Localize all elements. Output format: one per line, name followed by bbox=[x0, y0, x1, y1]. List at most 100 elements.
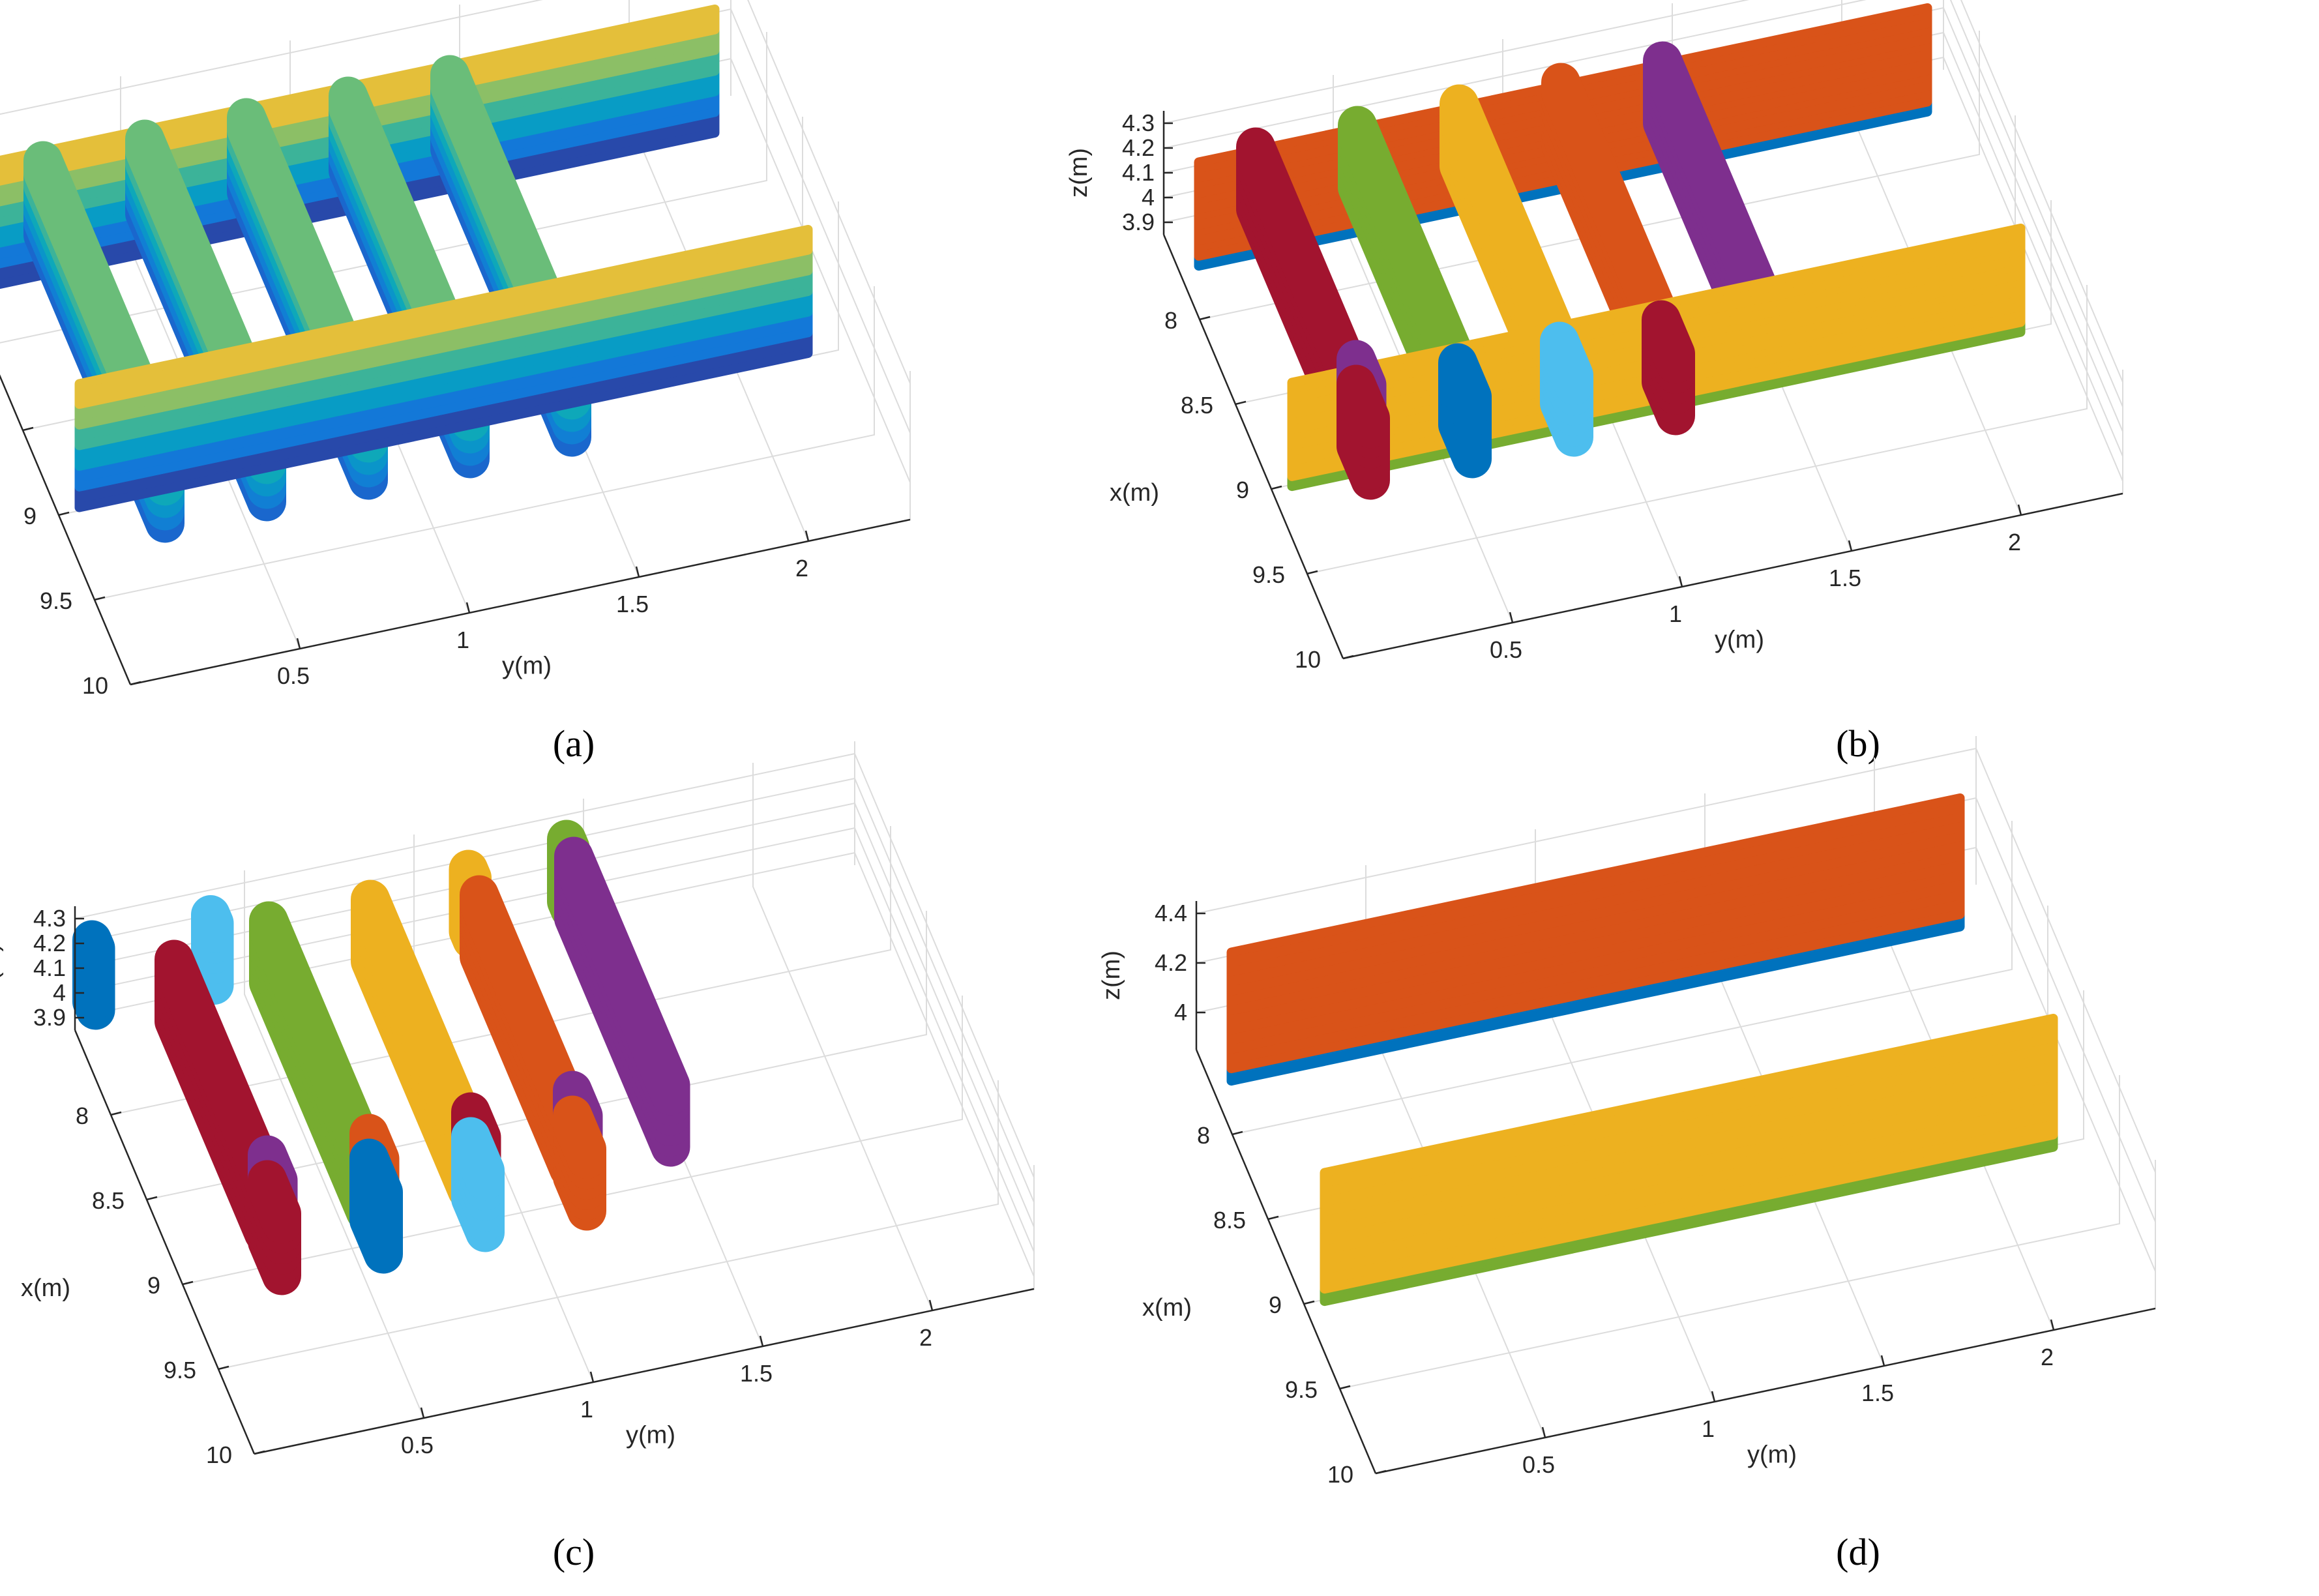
panel-caption: (d) bbox=[1836, 1531, 1880, 1573]
point-cloud-front-wall bbox=[1226, 793, 1965, 1074]
y-tick-label: 1 bbox=[456, 627, 469, 653]
x-tick bbox=[218, 1365, 229, 1370]
point-cloud-band bbox=[554, 836, 690, 1116]
x-axis-label: x(m) bbox=[1142, 1294, 1192, 1322]
grid-line bbox=[146, 911, 927, 1200]
y-tick bbox=[759, 1335, 764, 1347]
x-tick bbox=[1339, 1385, 1351, 1390]
x-tick bbox=[1235, 400, 1247, 406]
x-axis-line bbox=[1162, 234, 1344, 659]
point-cloud-band bbox=[1438, 343, 1492, 427]
y-axis-label: y(m) bbox=[502, 653, 552, 680]
y-tick-label: 1 bbox=[1702, 1415, 1715, 1442]
y-tick-label: 0.5 bbox=[401, 1432, 434, 1458]
point-cloud-beam-2 bbox=[1338, 106, 1474, 436]
y-tick bbox=[1509, 612, 1514, 623]
x-tick-label: 9.5 bbox=[40, 587, 72, 614]
x-tick-label: 10 bbox=[82, 672, 108, 699]
x-axis-label: x(m) bbox=[21, 1275, 70, 1302]
point-cloud-band bbox=[553, 1095, 606, 1179]
x-axis-line bbox=[1195, 1049, 1377, 1474]
x-tick-label: 9 bbox=[147, 1272, 160, 1299]
x-axis-label: x(m) bbox=[1110, 479, 1159, 507]
z-axis-label: z(m) bbox=[0, 943, 4, 993]
x-tick bbox=[182, 1280, 194, 1286]
point-cloud-stub-2 bbox=[1438, 343, 1492, 479]
x-tick bbox=[1342, 655, 1354, 660]
x-tick-label: 10 bbox=[206, 1441, 232, 1468]
point-cloud-stub-1a bbox=[248, 1160, 301, 1295]
point-cloud-stub-3 bbox=[1540, 321, 1593, 457]
z-tick-label: 4.1 bbox=[1122, 159, 1155, 186]
y-tick bbox=[1848, 540, 1853, 552]
point-cloud-beam-5 bbox=[554, 836, 690, 1167]
y-tick bbox=[635, 566, 640, 578]
grid-line bbox=[182, 996, 963, 1285]
grid-line bbox=[0, 32, 767, 344]
x-axis-line bbox=[74, 1029, 256, 1455]
point-cloud-back-wall bbox=[74, 225, 813, 512]
z-axis-label: z(m) bbox=[1065, 148, 1093, 198]
x-tick bbox=[58, 511, 70, 516]
y-tick bbox=[1711, 1391, 1716, 1402]
y-axis-line bbox=[130, 518, 911, 686]
panel-d-axes: 8 8.5 9 9.5 10 0.5 1 1.5 2 4 4.2 4.4 x(m) y(m) z(m) bbox=[1098, 900, 2156, 1488]
panel-c-axes: 8 8.5 9 9.5 10 0.5 1 1.5 2 3.944.14.24.3 x(m) y(m) z… bbox=[0, 905, 1035, 1468]
point-cloud-band bbox=[349, 1138, 403, 1222]
point-cloud-cap-2 bbox=[191, 895, 234, 1005]
y-tick-label: 2 bbox=[2008, 529, 2021, 555]
point-cloud-band bbox=[191, 895, 234, 953]
y-tick bbox=[2017, 504, 2022, 516]
grid-line bbox=[1199, 31, 1980, 320]
y-tick bbox=[2050, 1319, 2055, 1331]
x-tick-label: 10 bbox=[1327, 1461, 1353, 1488]
x-axis-line bbox=[0, 374, 132, 685]
x-tick-label: 9 bbox=[1236, 477, 1249, 503]
grid-line bbox=[218, 1080, 999, 1370]
x-tick bbox=[110, 1111, 122, 1116]
point-cloud-back-wall bbox=[1320, 1014, 2058, 1294]
x-tick bbox=[1307, 570, 1318, 575]
x-tick-label: 10 bbox=[1295, 646, 1321, 673]
x-tick-label: 9 bbox=[1269, 1292, 1282, 1318]
point-cloud-band bbox=[72, 920, 115, 979]
x-tick bbox=[146, 1196, 158, 1201]
point-cloud-band bbox=[74, 225, 813, 409]
panel-b: 8 8.5 9 9.5 10 0.5 1 1.5 2 3.944.14.24.3 x(m) y(m) z… bbox=[1065, 0, 2123, 765]
x-tick bbox=[94, 596, 106, 601]
z-tick-label: 4.3 bbox=[33, 905, 66, 932]
y-tick bbox=[296, 638, 301, 649]
grid-line bbox=[752, 763, 933, 1311]
grid-line bbox=[1163, 0, 2123, 407]
grid-line bbox=[94, 286, 875, 600]
y-tick-label: 2 bbox=[2041, 1344, 2054, 1370]
panel-caption: (b) bbox=[1836, 722, 1880, 765]
panel-b-axes: 8 8.5 9 9.5 10 0.5 1 1.5 2 3.944.14.24.3 x(m) y(m) z… bbox=[1065, 110, 2123, 673]
y-axis-line bbox=[1375, 1307, 2156, 1475]
panel-caption: (c) bbox=[553, 1531, 595, 1573]
x-tick-label: 8.5 bbox=[1213, 1207, 1246, 1234]
z-tick-label: 4 bbox=[1142, 184, 1155, 211]
y-tick bbox=[465, 602, 471, 613]
point-cloud-cap-1 bbox=[72, 920, 115, 1030]
x-tick bbox=[1303, 1300, 1315, 1305]
grid-line bbox=[1163, 0, 2123, 383]
y-tick-label: 1.5 bbox=[740, 1360, 773, 1387]
panel-d: 8 8.5 9 9.5 10 0.5 1 1.5 2 4 4.2 4.4 x(m) y(m) z(m) (d) bbox=[1098, 736, 2156, 1573]
x-tick bbox=[130, 681, 141, 686]
y-tick-label: 0.5 bbox=[1490, 636, 1522, 663]
y-axis-line bbox=[1342, 492, 2123, 660]
z-tick-label: 4 bbox=[53, 979, 66, 1006]
y-tick bbox=[1541, 1426, 1546, 1438]
x-tick-label: 8 bbox=[1197, 1122, 1210, 1149]
x-tick bbox=[1199, 316, 1211, 321]
y-tick bbox=[805, 530, 810, 542]
grid-line bbox=[1232, 821, 2013, 1135]
z-tick-label: 4.1 bbox=[33, 954, 66, 981]
y-tick-label: 1 bbox=[580, 1396, 593, 1423]
grid-line bbox=[1339, 1075, 2120, 1389]
point-cloud-band bbox=[1540, 321, 1593, 406]
x-tick-label: 9.5 bbox=[1285, 1376, 1318, 1403]
